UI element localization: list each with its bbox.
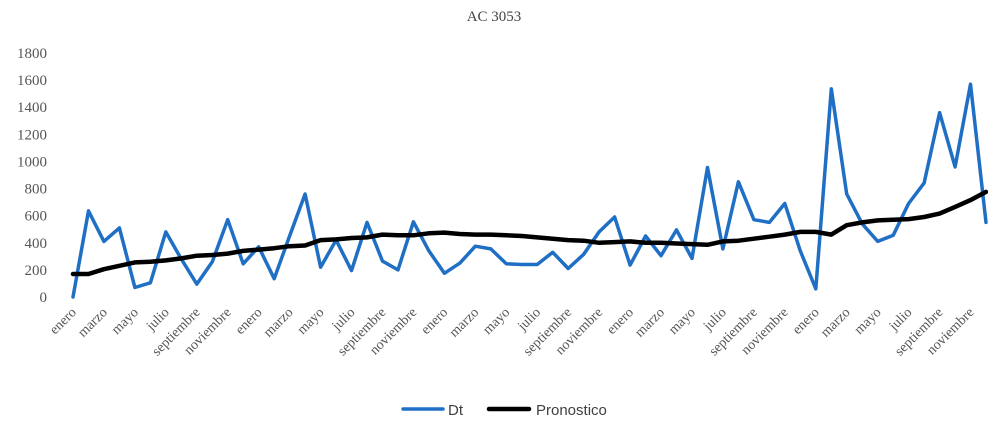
y-tick-label: 1600 <box>17 73 47 89</box>
chart-title: AC 3053 <box>467 9 522 25</box>
y-tick-label: 0 <box>40 290 48 306</box>
x-tick-label: mayo <box>852 305 885 338</box>
y-tick-label: 800 <box>25 182 48 198</box>
x-tick-label: enero <box>233 305 266 338</box>
y-tick-label: 200 <box>25 263 48 279</box>
series-line-pronostico <box>70 189 988 277</box>
x-tick-label: enero <box>604 305 637 338</box>
legend-label-dt: Dt <box>448 402 464 419</box>
y-axis: 0 200 400 600 800 1000 1200 1400 1600 1800 <box>17 46 47 306</box>
x-tick-label: marzo <box>633 305 668 340</box>
x-tick-label: mayo <box>666 305 699 338</box>
x-tick-label: marzo <box>261 305 296 340</box>
x-tick-label: enero <box>47 305 80 338</box>
x-tick-label: mayo <box>295 305 328 338</box>
y-tick-label: 400 <box>25 236 48 252</box>
y-tick-label: 1400 <box>17 100 47 116</box>
x-tick-label: marzo <box>447 305 482 340</box>
legend: Dt Pronostico <box>401 402 607 419</box>
x-tick-label: mayo <box>109 305 142 338</box>
y-tick-label: 1000 <box>17 154 47 170</box>
legend-label-pronostico: Pronostico <box>536 402 607 419</box>
x-tick-label: marzo <box>818 305 853 340</box>
y-tick-label: 600 <box>25 209 48 225</box>
x-tick-label: enero <box>419 305 452 338</box>
series-line-dt <box>71 82 988 299</box>
y-tick-label: 1800 <box>17 46 47 62</box>
x-tick-label: mayo <box>481 305 514 338</box>
x-tick-label: marzo <box>75 305 110 340</box>
y-tick-label: 1200 <box>17 127 47 143</box>
x-tick-label: enero <box>790 305 823 338</box>
series-layer <box>70 82 988 299</box>
